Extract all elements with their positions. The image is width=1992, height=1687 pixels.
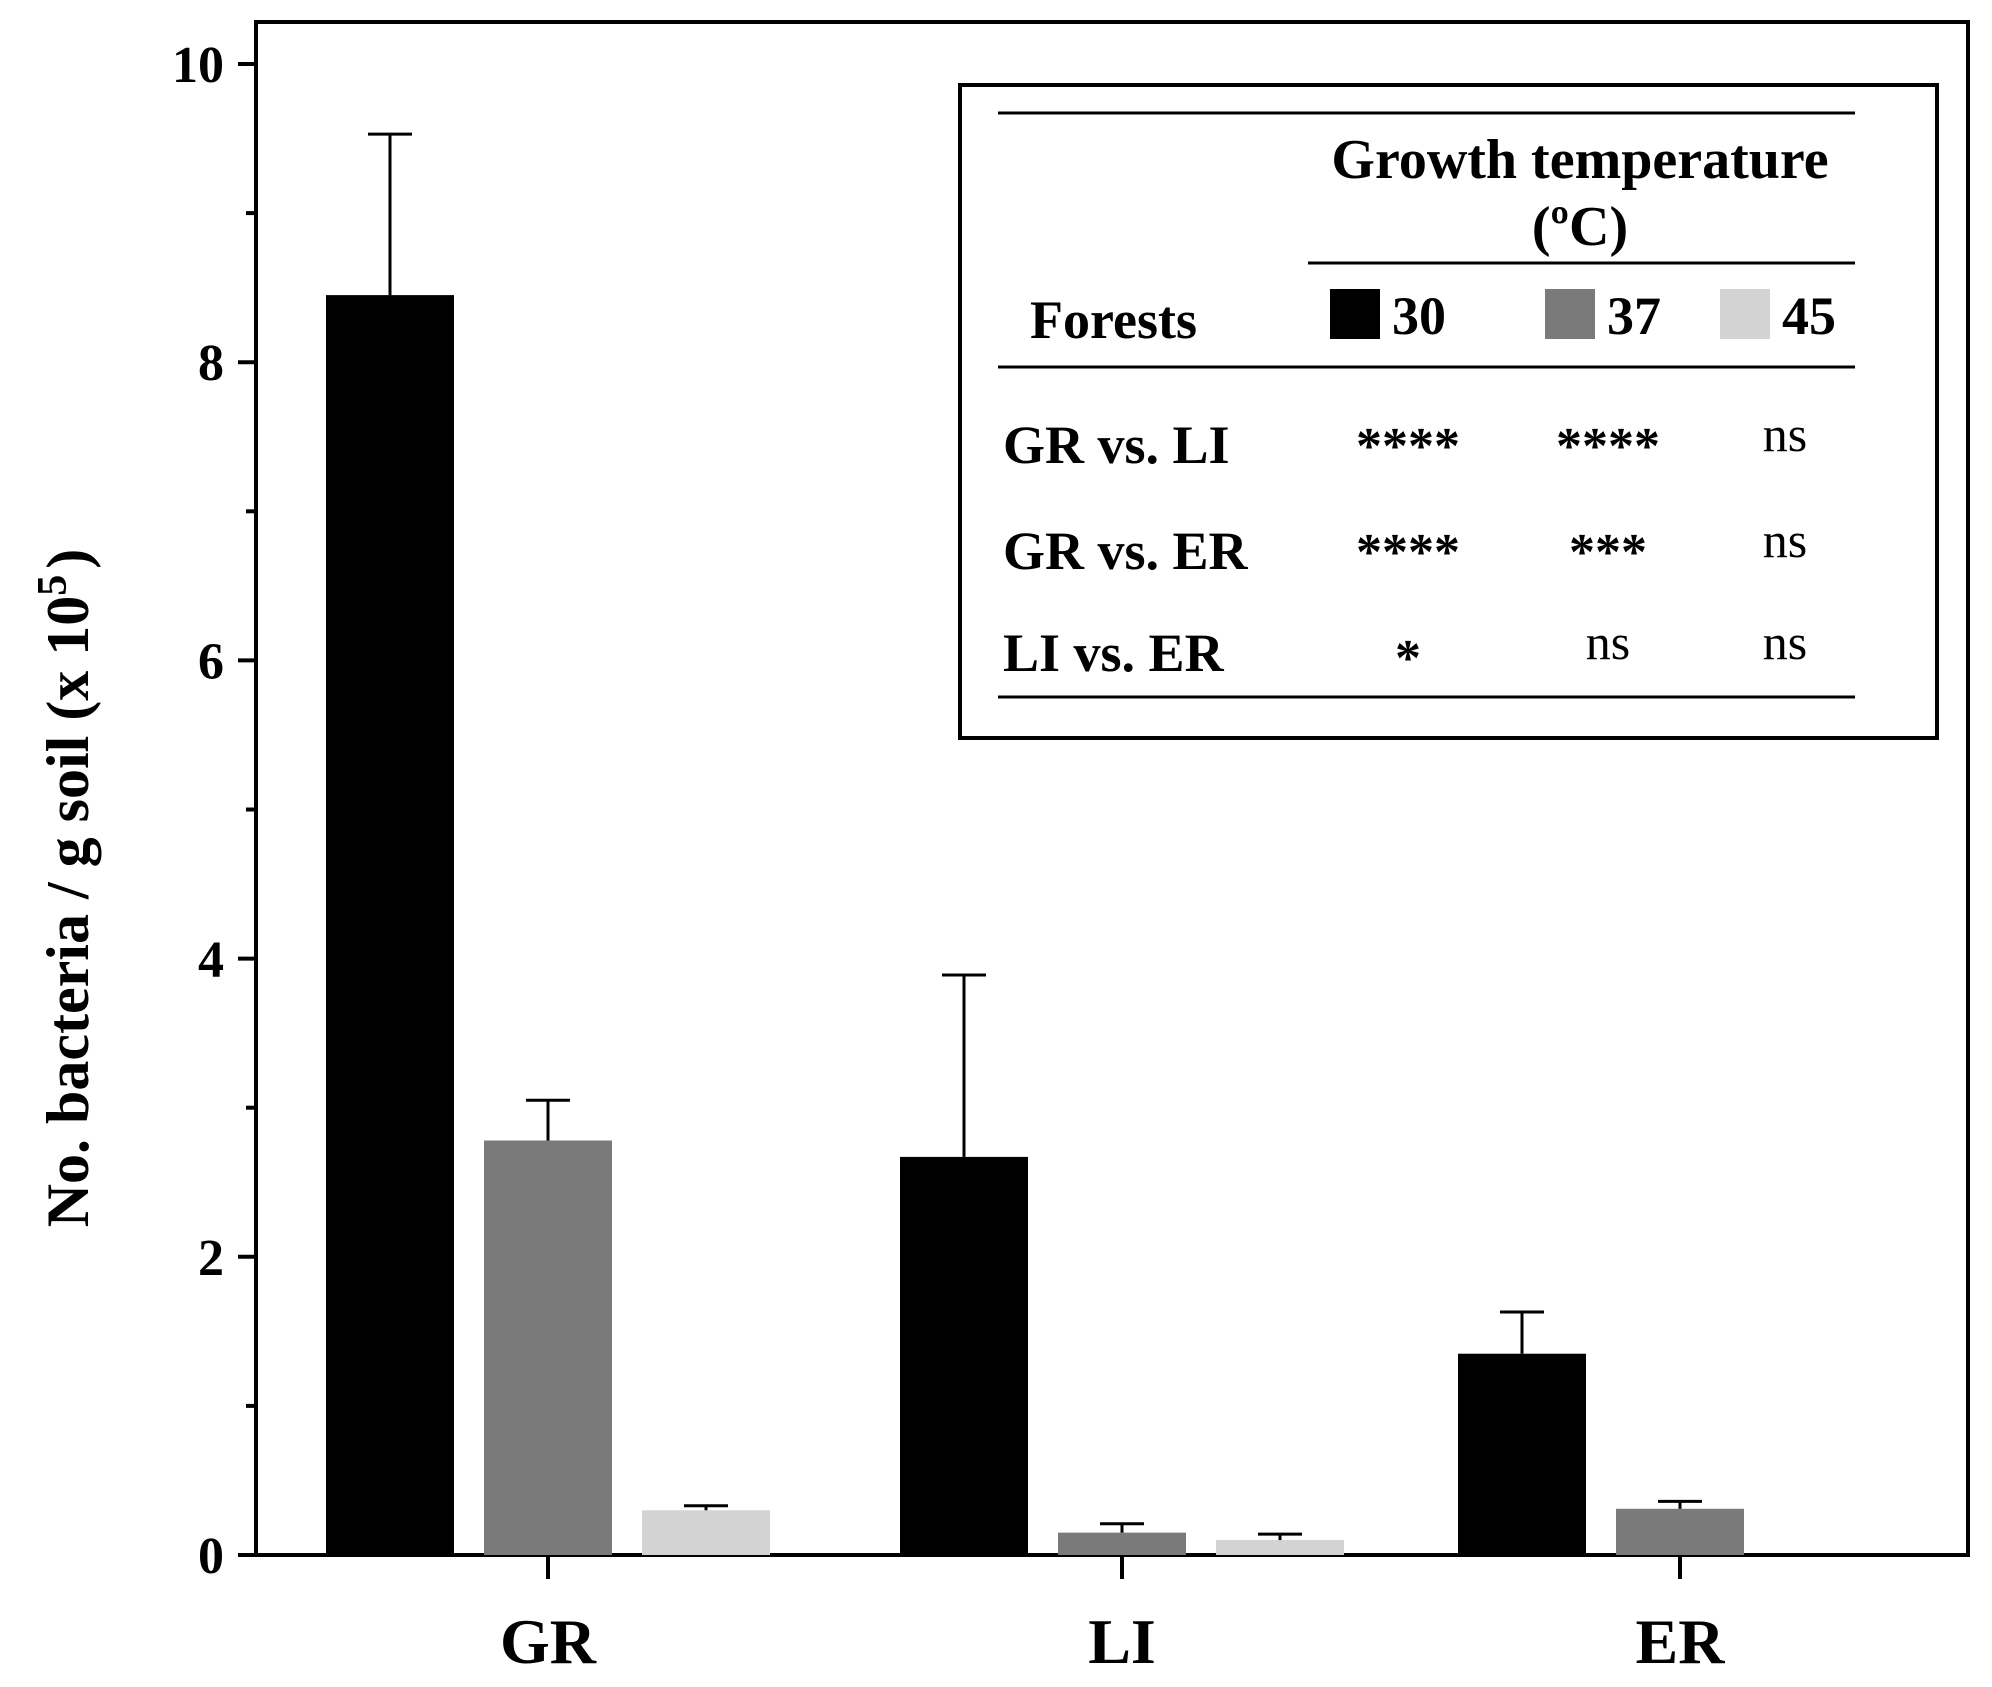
legend-significance: **** — [1556, 418, 1660, 475]
legend-swatch-37 — [1545, 289, 1595, 339]
legend-significance: **** — [1356, 418, 1460, 475]
legend-box: Growth temperature (ºC) Forests 30 37 45 G… — [958, 83, 1939, 740]
legend-comparison-label: GR vs. LI — [1003, 415, 1230, 475]
bar-li-37 — [1058, 1532, 1186, 1555]
legend-significance: *** — [1569, 524, 1647, 581]
y-tick-label: 8 — [198, 335, 224, 392]
bar-li-45 — [1216, 1540, 1344, 1555]
legend-swatches: 30 37 45 — [1330, 286, 1836, 346]
bar-li-30 — [900, 1156, 1028, 1555]
x-tick-label-li: LI — [1088, 1606, 1156, 1677]
y-axis-title-exponent: 5 — [30, 575, 76, 596]
legend-significance: ns — [1763, 406, 1807, 462]
bar-er-30 — [1458, 1353, 1586, 1555]
bar-gr-45 — [642, 1510, 770, 1555]
legend-comparison-label: GR vs. ER — [1003, 521, 1249, 581]
legend-title-line2: (ºC) — [1532, 196, 1628, 258]
x-axis: GR LI ER — [500, 1555, 1725, 1677]
y-axis-title-close: ) — [35, 549, 101, 569]
bar-gr-37 — [484, 1140, 612, 1555]
y-axis-title-main: No. bacteria / g soil (x 10 — [35, 596, 101, 1228]
y-axis: 0 2 4 6 8 10 — [172, 37, 256, 1585]
legend-comparison-label: LI vs. ER — [1003, 623, 1225, 683]
y-tick-label: 4 — [198, 932, 224, 989]
legend-significance: ns — [1763, 512, 1807, 568]
legend-significance: **** — [1356, 524, 1460, 581]
legend-swatch-30 — [1330, 289, 1380, 339]
legend-row-header: Forests — [1030, 290, 1197, 350]
legend-significance: * — [1395, 630, 1421, 687]
y-tick-label: 10 — [172, 37, 224, 94]
legend-swatch-45 — [1720, 289, 1770, 339]
bars-layer — [326, 132, 1744, 1556]
x-tick-label-gr: GR — [500, 1606, 597, 1677]
bar-er-37 — [1616, 1508, 1744, 1555]
legend-significance: ns — [1586, 614, 1630, 670]
y-tick-label: 2 — [198, 1230, 224, 1287]
bar-gr-30 — [326, 295, 454, 1556]
legend-label-37: 37 — [1607, 286, 1661, 346]
y-tick-label: 0 — [198, 1528, 224, 1585]
x-tick-label-er: ER — [1636, 1606, 1726, 1677]
y-axis-title: No. bacteria / g soil (x 105) — [30, 549, 101, 1228]
y-tick-label: 6 — [198, 633, 224, 690]
legend-significance: ns — [1763, 614, 1807, 670]
legend-title-line1: Growth temperature — [1331, 129, 1828, 191]
legend-label-45: 45 — [1782, 286, 1836, 346]
legend-label-30: 30 — [1392, 286, 1446, 346]
legend-frame — [958, 83, 1939, 740]
